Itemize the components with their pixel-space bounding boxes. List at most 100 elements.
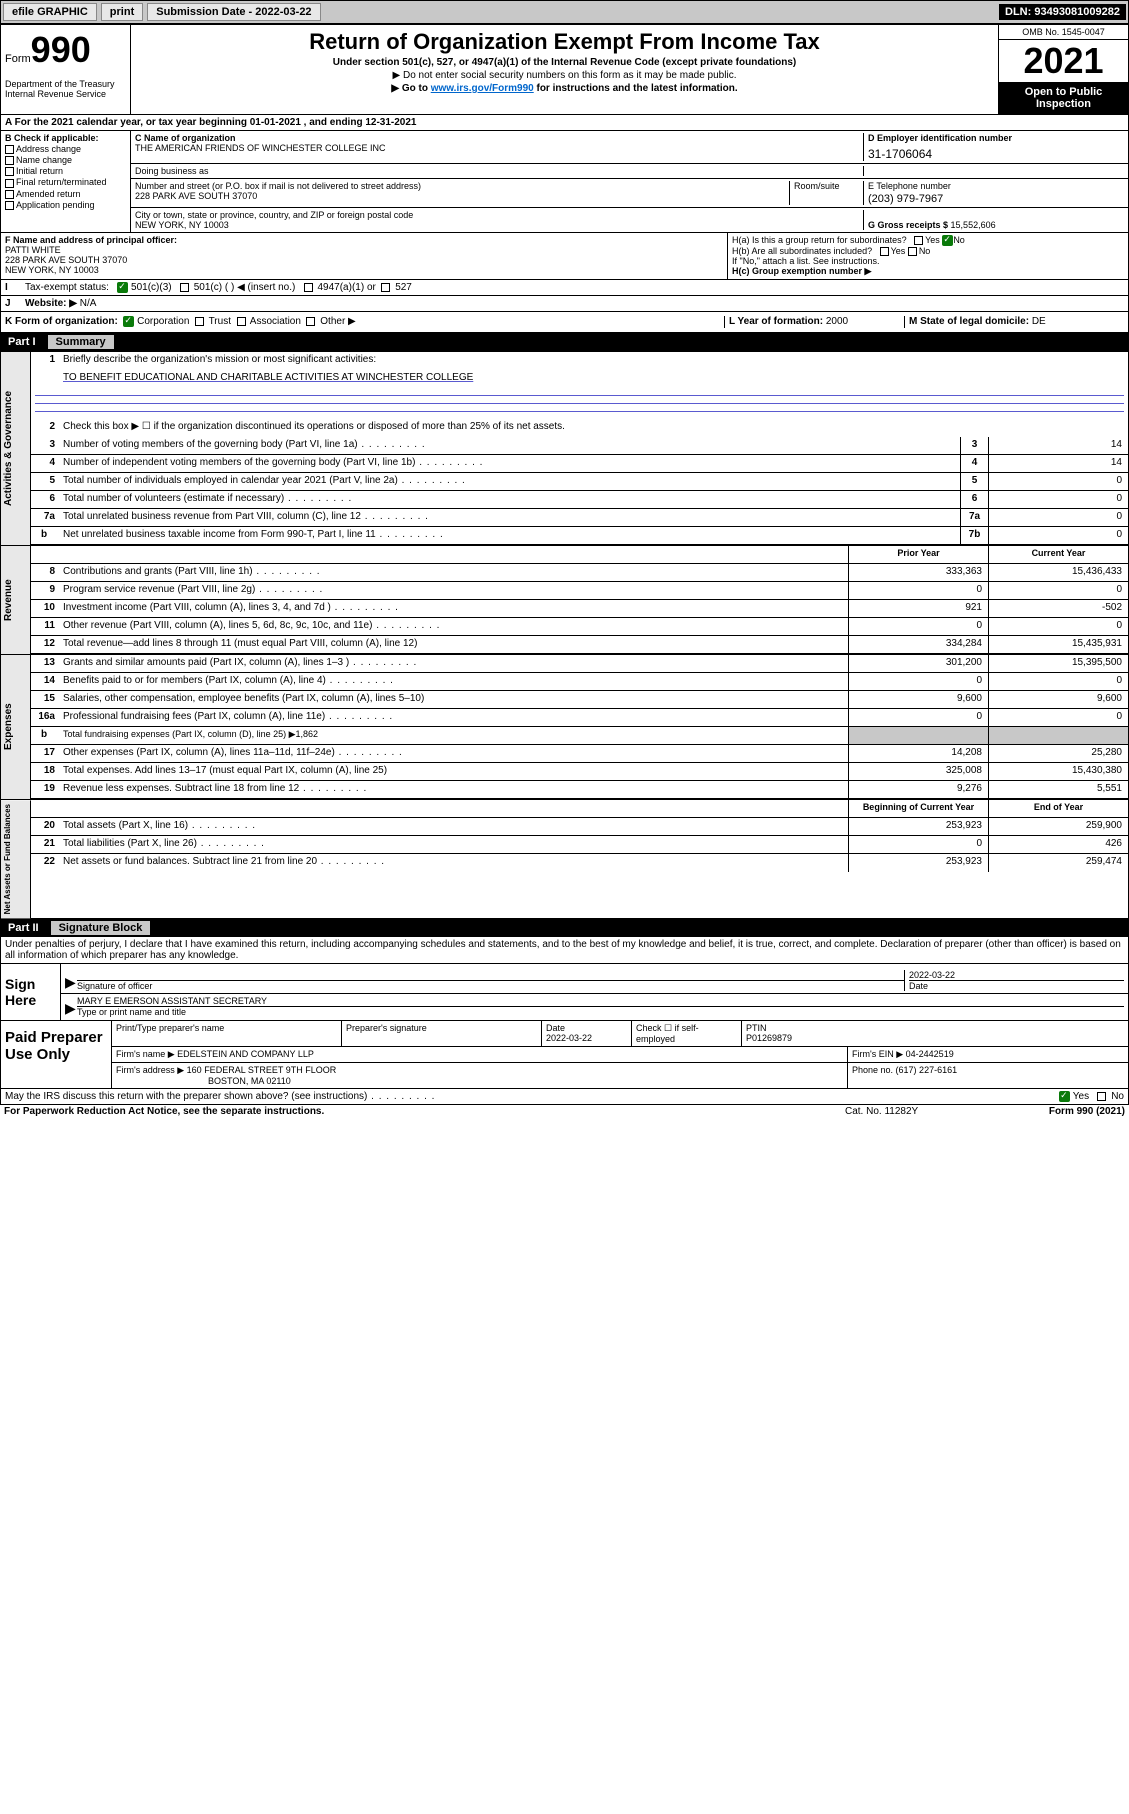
discuss-row: May the IRS discuss this return with the…: [0, 1089, 1129, 1105]
irs-link[interactable]: www.irs.gov/Form990: [431, 83, 534, 94]
label-app-pending: Application pending: [16, 200, 95, 210]
expenses-grid: Expenses 13Grants and similar amounts pa…: [0, 655, 1129, 800]
corp-checkbox[interactable]: [123, 316, 134, 327]
line-14-desc: Benefits paid to or for members (Part IX…: [59, 673, 848, 690]
street-value: 228 PARK AVE SOUTH 37070: [135, 191, 789, 201]
paperwork-row: For Paperwork Reduction Act Notice, see …: [0, 1105, 1129, 1118]
line-17-current: 25,280: [988, 745, 1128, 762]
part-1-title: Summary: [48, 335, 114, 349]
net-assets-grid: Net Assets or Fund Balances Beginning of…: [0, 800, 1129, 919]
sign-date-label: Date: [909, 980, 1124, 991]
4947-checkbox[interactable]: [304, 283, 313, 292]
mission-text: TO BENEFIT EDUCATIONAL AND CHARITABLE AC…: [59, 370, 1128, 388]
form-footer: Form 990 (2021): [995, 1106, 1125, 1117]
preparer-block: Paid Preparer Use Only Print/Type prepar…: [0, 1021, 1129, 1089]
line-5-desc: Total number of individuals employed in …: [59, 473, 960, 490]
sign-here-label: Sign Here: [1, 964, 61, 1020]
year-box: OMB No. 1545-0047 2021 Open to Public In…: [998, 25, 1128, 114]
tab-revenue: Revenue: [1, 546, 31, 654]
line-14-prior: 0: [848, 673, 988, 690]
trust-checkbox[interactable]: [195, 317, 204, 326]
phone-value: (203) 979-7967: [868, 191, 1124, 205]
line-9-prior: 0: [848, 582, 988, 599]
checkbox-address-change[interactable]: [5, 145, 14, 154]
501c-checkbox[interactable]: [180, 283, 189, 292]
officer-addr2: NEW YORK, NY 10003: [5, 265, 723, 275]
city-label: City or town, state or province, country…: [135, 210, 859, 220]
line-22-prior: 253,923: [848, 854, 988, 872]
firm-addr-label: Firm's address ▶: [116, 1065, 184, 1075]
ha-no-checkbox[interactable]: [942, 235, 953, 246]
label-amended: Amended return: [16, 189, 81, 199]
street-label: Number and street (or P.O. box if mail i…: [135, 181, 789, 191]
ha-yes-checkbox[interactable]: [914, 236, 923, 245]
submission-date-label: Submission Date -: [156, 6, 255, 18]
ha-yes-label: Yes: [925, 235, 940, 245]
h-note: If "No," attach a list. See instructions…: [732, 256, 1124, 266]
part-1-label: Part I: [8, 336, 36, 348]
assoc-checkbox[interactable]: [237, 317, 246, 326]
line-15-desc: Salaries, other compensation, employee b…: [59, 691, 848, 708]
firm-name-value: EDELSTEIN AND COMPANY LLP: [177, 1049, 314, 1059]
hb-yes-label: Yes: [891, 246, 906, 256]
officer-label: F Name and address of principal officer:: [5, 235, 177, 245]
line-22-desc: Net assets or fund balances. Subtract li…: [59, 854, 848, 872]
line-10-prior: 921: [848, 600, 988, 617]
line-15-prior: 9,600: [848, 691, 988, 708]
form-number-box: Form990 Department of the Treasury Inter…: [1, 25, 131, 114]
prep-date-value: 2022-03-22: [546, 1033, 627, 1043]
501c3-checkbox[interactable]: [117, 282, 128, 293]
hb-label: H(b) Are all subordinates included?: [732, 246, 872, 256]
website-value: N/A: [80, 298, 97, 309]
discuss-yes-checkbox[interactable]: [1059, 1091, 1070, 1102]
discuss-yes-label: Yes: [1073, 1091, 1089, 1102]
form-header: Form990 Department of the Treasury Inter…: [0, 24, 1129, 115]
checkbox-initial-return[interactable]: [5, 167, 14, 176]
revenue-grid: Revenue Prior YearCurrent Year 8Contribu…: [0, 546, 1129, 655]
gross-receipts-label: G Gross receipts $: [868, 220, 951, 230]
line-19-desc: Revenue less expenses. Subtract line 18 …: [59, 781, 848, 798]
instruction-1: ▶ Do not enter social security numbers o…: [139, 70, 990, 81]
checkbox-amended[interactable]: [5, 190, 14, 199]
527-label: 527: [395, 282, 412, 293]
line-7b-desc: Net unrelated business taxable income fr…: [59, 527, 960, 544]
checkbox-name-change[interactable]: [5, 156, 14, 165]
hb-no-checkbox[interactable]: [908, 247, 917, 256]
declaration-text: Under penalties of perjury, I declare th…: [0, 937, 1129, 964]
phone-label: E Telephone number: [868, 181, 1124, 191]
officer-name: PATTI WHITE: [5, 245, 723, 255]
top-bar: efile GRAPHIC print Submission Date - 20…: [0, 0, 1129, 24]
hb-yes-checkbox[interactable]: [880, 247, 889, 256]
instruction-2: ▶ Go to www.irs.gov/Form990 for instruct…: [139, 83, 990, 94]
line-4-desc: Number of independent voting members of …: [59, 455, 960, 472]
discuss-no-checkbox[interactable]: [1097, 1092, 1106, 1101]
hb-no-label: No: [919, 246, 931, 256]
org-name: THE AMERICAN FRIENDS OF WINCHESTER COLLE…: [135, 143, 859, 153]
line-20-current: 259,900: [988, 818, 1128, 835]
part-2-title: Signature Block: [51, 921, 151, 935]
firm-name-label: Firm's name ▶: [116, 1049, 175, 1059]
hdr-current: Current Year: [988, 546, 1128, 563]
arrow-icon-2: ▶: [65, 1000, 77, 1017]
part-2-header: Part II Signature Block: [0, 919, 1129, 937]
line-21-prior: 0: [848, 836, 988, 853]
checkbox-column-b: B Check if applicable: Address change Na…: [1, 131, 131, 232]
submission-date-value: 2022-03-22: [255, 6, 311, 18]
form-word: Form: [5, 53, 31, 65]
arrow-icon: ▶: [65, 974, 77, 991]
paperwork-text: For Paperwork Reduction Act Notice, see …: [4, 1106, 845, 1117]
line-18-prior: 325,008: [848, 763, 988, 780]
other-checkbox[interactable]: [306, 317, 315, 326]
cat-no: Cat. No. 11282Y: [845, 1106, 995, 1117]
527-checkbox[interactable]: [381, 283, 390, 292]
print-button[interactable]: print: [101, 3, 143, 21]
hdr-begin: Beginning of Current Year: [848, 800, 988, 817]
line-11-prior: 0: [848, 618, 988, 635]
ein-value: 31-1706064: [868, 143, 1124, 161]
hdr-end: End of Year: [988, 800, 1128, 817]
checkbox-app-pending[interactable]: [5, 201, 14, 210]
col-b-header: B Check if applicable:: [5, 133, 126, 143]
ha-no-label: No: [953, 235, 965, 245]
checkbox-final-return[interactable]: [5, 179, 14, 188]
line-3-val: 14: [988, 437, 1128, 454]
